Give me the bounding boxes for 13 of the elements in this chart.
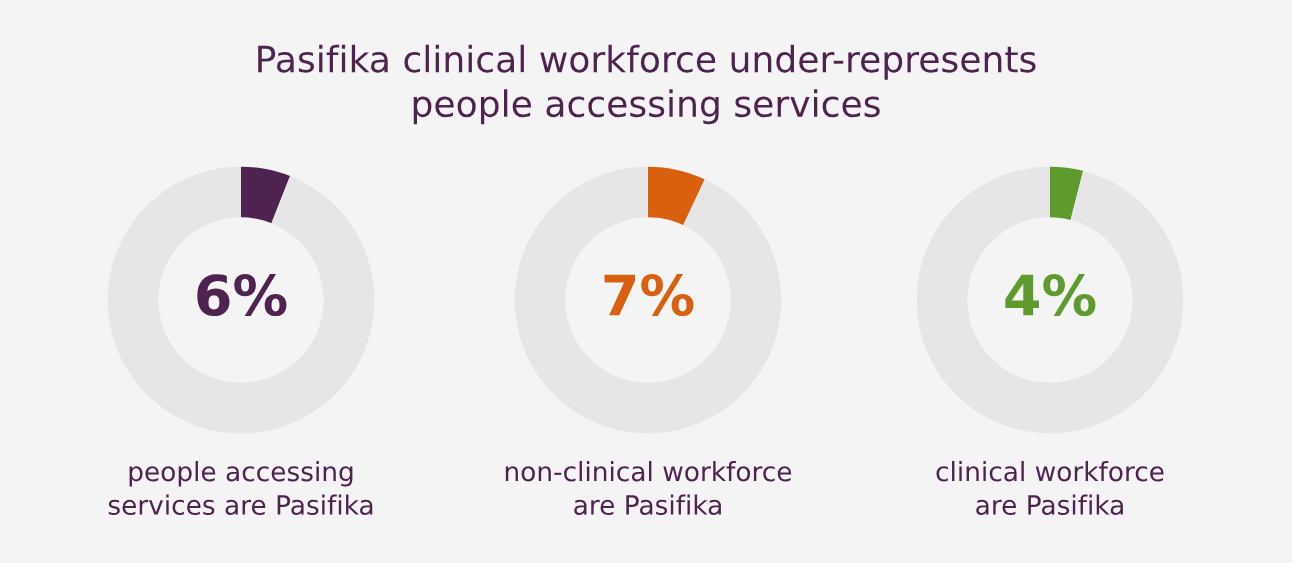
donut-slice xyxy=(514,166,782,434)
text: non-clinical workforce are Pasifika xyxy=(505,461,792,515)
data-label: 7% xyxy=(604,274,694,317)
donut-slice xyxy=(1050,166,1084,220)
data-label: 4% xyxy=(1005,274,1096,317)
text: Pasifika clinical workforce under-represents people accessing services xyxy=(258,44,1036,125)
text: people accessing services are Pasifika xyxy=(108,461,373,515)
data-label: 6% xyxy=(197,274,287,317)
donut-slice xyxy=(916,166,1184,434)
donut-slice xyxy=(107,166,375,434)
donut-slice xyxy=(241,166,291,224)
text: clinical workforce are Pasifika xyxy=(936,461,1164,515)
donut-slice xyxy=(648,166,705,226)
